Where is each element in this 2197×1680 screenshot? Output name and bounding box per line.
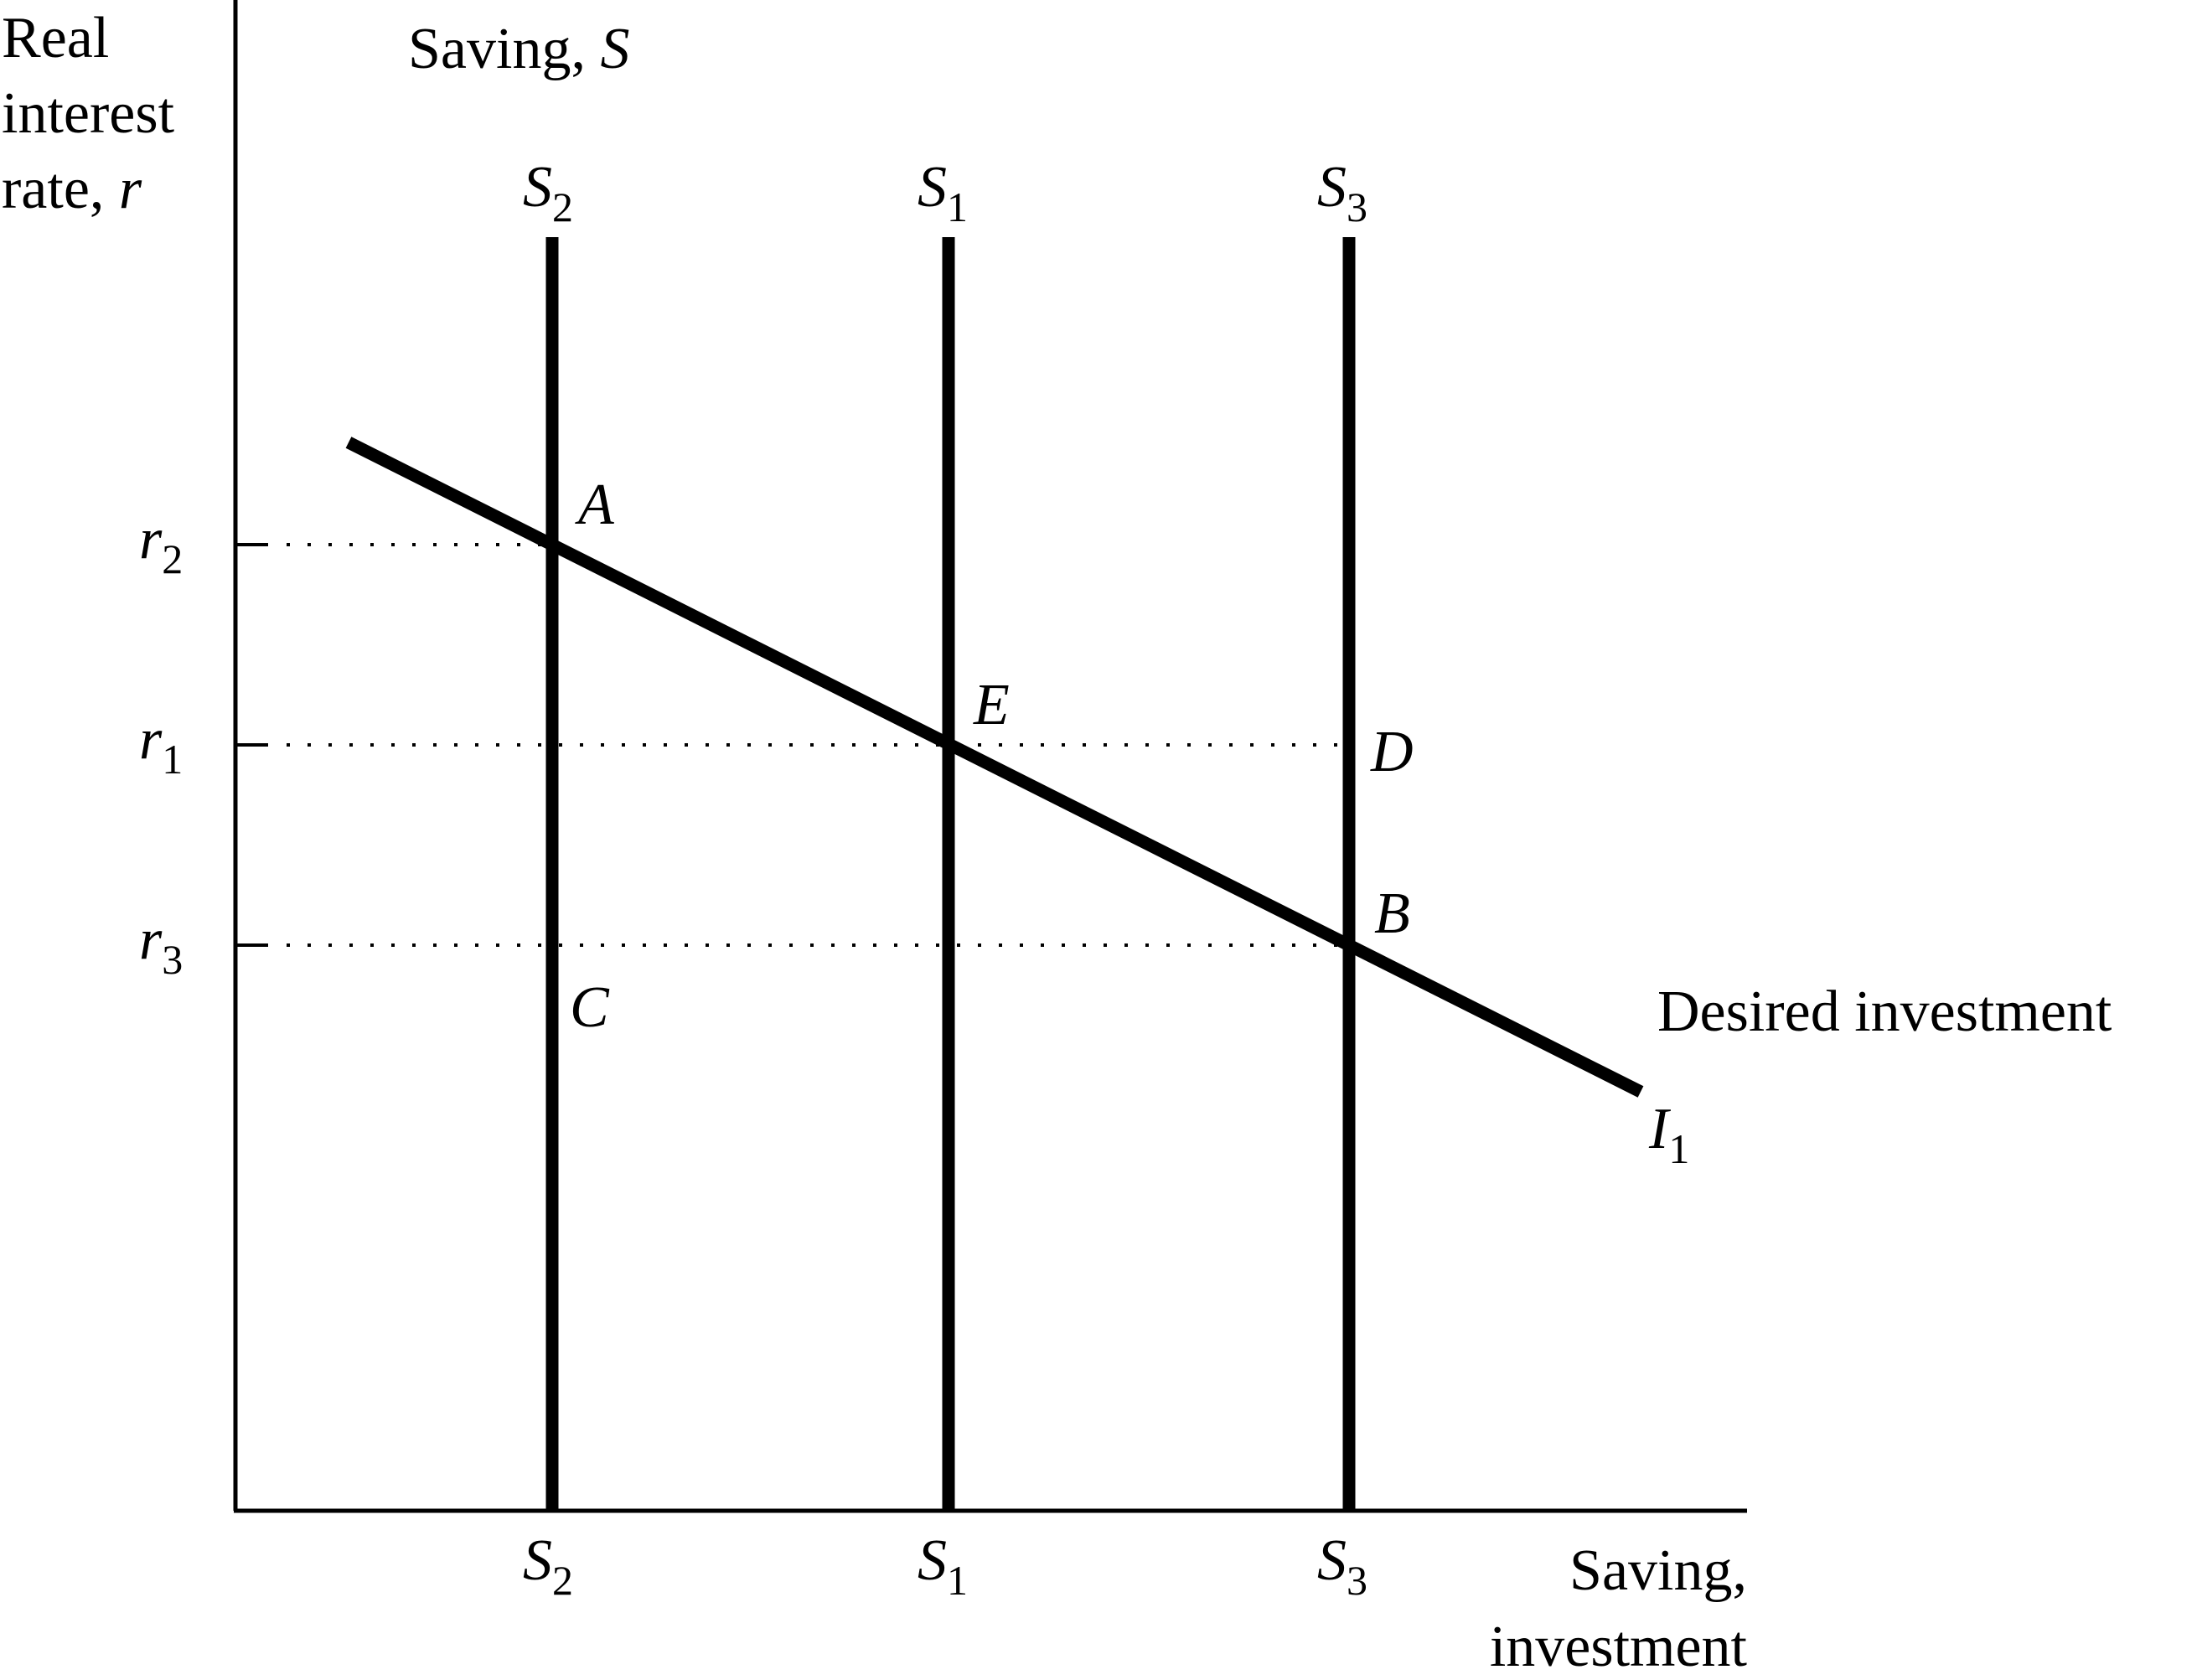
s1-top-label: S1 [918,155,968,230]
investment-line-i1 [345,437,1644,1098]
y-axis-title-line3: rate, r [2,157,142,221]
x-axis-title-line2: investment [1490,1615,1748,1679]
point-c-label: C [570,975,610,1040]
s3-top-label: S3 [1317,155,1367,230]
point-d-label: D [1370,720,1414,784]
point-a-label: A [575,473,614,537]
investment-curve-title: Desired investment [1657,980,2112,1044]
s1-axis-label: S1 [918,1528,968,1604]
point-e-label: E [973,673,1010,737]
r3-label: r3 [139,907,183,983]
y-axis-title-line2: interest [2,81,175,146]
x-axis-title-line1: Saving, [1569,1538,1747,1603]
r2-label: r2 [139,507,183,582]
saving-curves-title: Saving, S [408,17,629,81]
y-axis-title-line1: Real [2,6,109,70]
r1-label: r1 [139,707,183,783]
point-b-label: B [1374,881,1410,946]
s2-top-label: S2 [523,155,573,230]
s3-axis-label: S3 [1317,1528,1367,1604]
i1-label: I1 [1648,1097,1689,1172]
s2-axis-label: S2 [523,1528,573,1604]
